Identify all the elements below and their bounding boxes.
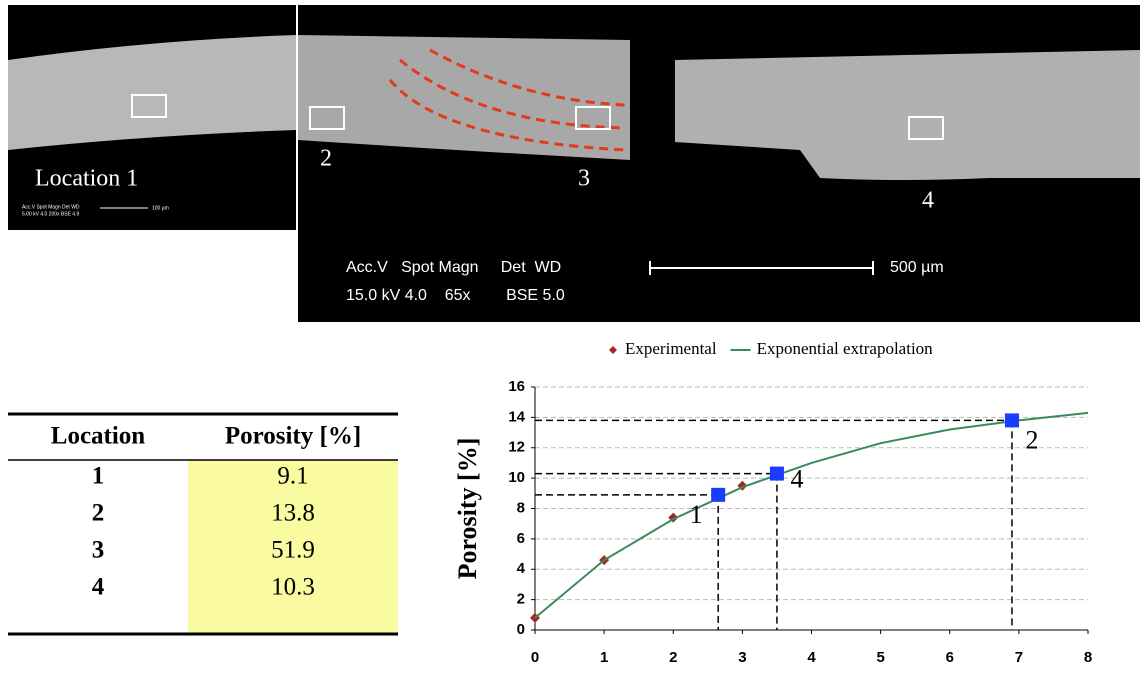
table-cell: 9.1: [277, 463, 308, 490]
table-cell: 1: [92, 463, 105, 490]
table-cell: 10.3: [271, 574, 315, 601]
x-tick-label: 1: [600, 649, 608, 666]
highlight-label: 1: [690, 500, 703, 529]
y-tick-label: 14: [508, 408, 525, 425]
table-header: Porosity [%]: [225, 423, 361, 450]
micrograph-left: Location 1 Acc.V Spot Magn Det WD 5.00 k…: [8, 5, 296, 230]
location-label: Location 1: [35, 166, 138, 192]
table-cell: 3: [92, 537, 105, 564]
info-header: Acc.V Spot Magn Det WD: [22, 204, 80, 210]
y-tick-label: 4: [517, 560, 526, 577]
marker: 4: [922, 188, 934, 214]
table-cell: 4: [92, 574, 105, 601]
y-tick-label: 8: [517, 499, 525, 516]
x-tick-label: 5: [876, 649, 884, 666]
scale-label: 500 µm: [890, 259, 944, 276]
legend-marker: [609, 346, 617, 354]
marker: 2: [320, 146, 332, 172]
legend-label: Experimental: [625, 339, 717, 358]
x-tick-label: 4: [807, 649, 816, 666]
x-tick-label: 0: [531, 649, 539, 666]
y-tick-label: 16: [508, 378, 525, 395]
table-header: Location: [51, 423, 146, 450]
figure: Location 1 Acc.V Spot Magn Det WD 5.00 k…: [0, 0, 1148, 678]
x-tick-label: 3: [738, 649, 746, 666]
highlight-label: 2: [1025, 425, 1038, 454]
scale-label: 100 µm: [152, 205, 169, 211]
highlight-point: [711, 488, 725, 502]
table-cell: 2: [92, 500, 105, 527]
info-header: Acc.V Spot Magn Det WD: [346, 259, 561, 276]
highlight-point: [1005, 413, 1019, 427]
porosity-table: Location Porosity [%] 1 9.1 2 13.8 3 51.9 4 10.…: [8, 414, 398, 634]
y-tick-label: 10: [508, 469, 525, 486]
x-tick-label: 6: [946, 649, 954, 666]
legend-label: Exponential extrapolation: [757, 339, 934, 358]
table-cell: 51.9: [271, 537, 315, 564]
x-tick-label: 7: [1015, 649, 1023, 666]
y-tick-label: 0: [517, 621, 525, 638]
x-tick-label: 2: [669, 649, 677, 666]
highlight-label: 4: [790, 465, 803, 494]
info-values: 5.00 kV 4.0 200x BSE 4.9: [22, 211, 79, 217]
x-tick-label: 8: [1084, 649, 1092, 666]
line: [535, 413, 1088, 618]
table-cell: 13.8: [271, 500, 315, 527]
highlight-point: [770, 467, 784, 481]
micrograph-right: 2 3 4 Acc.V Spot Magn Det WD 15.0 kV 4.0…: [298, 5, 1140, 322]
info-values: 15.0 kV 4.0 65x BSE 5.0: [346, 287, 565, 304]
y-axis-label: Porosity [%]: [453, 438, 482, 580]
y-tick-label: 2: [517, 591, 525, 608]
y-tick-label: 12: [508, 439, 525, 456]
y-tick-label: 6: [517, 530, 525, 547]
marker: 3: [578, 166, 590, 192]
